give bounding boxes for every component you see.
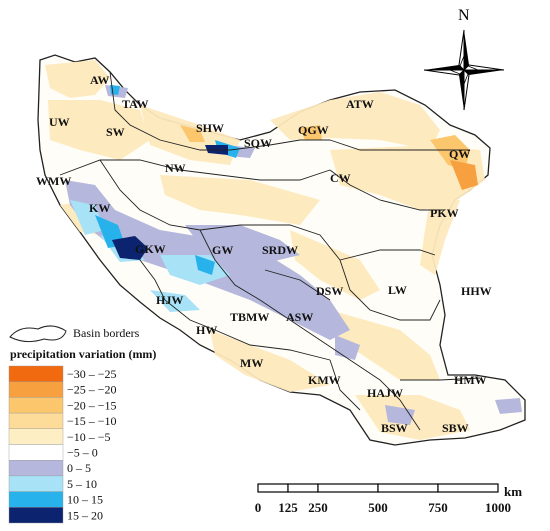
basin-label-hhw: HHW (461, 284, 492, 298)
basin-label-hajw: HAJW (367, 386, 403, 400)
basin-label-kw: KW (89, 201, 110, 215)
legend-item-label: −10 – −5 (67, 430, 111, 444)
legend-item-label: 0 – 5 (67, 461, 91, 475)
basin-label-mw: MW (240, 356, 263, 370)
basin-label-hw: HW (196, 323, 217, 337)
scale-segment (287, 483, 319, 493)
legend-swatch (8, 444, 64, 461)
basin-label-dsw: DSW (316, 284, 343, 298)
basin-label-hmw: HMW (454, 373, 487, 387)
basin-label-bsw: BSW (381, 421, 408, 435)
basin-label-nw: NW (165, 161, 186, 175)
basin-label-taw: TAW (122, 97, 148, 111)
legend-swatch (8, 507, 64, 524)
basin-label-sqw: SQW (244, 136, 272, 150)
basin-label-atw: ATW (346, 97, 374, 111)
basin-label-sw: SW (106, 125, 125, 139)
scale-tick-label: 500 (368, 500, 388, 515)
basin-label-uw: UW (49, 115, 70, 129)
basin-border-symbol-icon (9, 325, 67, 343)
basin-label-cw: CW (330, 171, 351, 185)
scale-tick-label: 125 (278, 500, 298, 515)
legend-item-label: −30 – −25 (67, 367, 117, 381)
legend-item-label: 15 – 20 (67, 508, 103, 522)
basin-label-hjw: HJW (156, 293, 183, 307)
legend-swatch (8, 381, 64, 398)
basin-label-shw: SHW (196, 121, 224, 135)
basin-label-qgw: QGW (298, 123, 329, 137)
legend-swatch (8, 491, 64, 508)
basin-label-gkw: GKW (135, 242, 166, 256)
legend: Basin borders precipitation variation (m… (8, 325, 156, 524)
basin-label-aw: AW (90, 73, 109, 87)
scale-unit: km (504, 484, 522, 499)
north-arrow-icon: N (423, 7, 505, 111)
scale-segment (317, 483, 379, 493)
legend-title: precipitation variation (mm) (10, 347, 156, 361)
strong-negative-areas (180, 125, 478, 190)
negative-variation-areas (45, 60, 485, 440)
basin-label-wmw: WMW (36, 174, 71, 188)
scale-bar: 0 125 250 500 750 1000 km (255, 483, 522, 515)
basin-label-tbmw: TBMW (230, 310, 269, 324)
legend-swatch (8, 397, 64, 414)
legend-item-label: −25 – −20 (67, 383, 117, 397)
legend-item-label: −20 – −15 (67, 398, 117, 412)
legend-basin-borders-label: Basin borders (73, 326, 140, 340)
basin-label-pkw: PKW (430, 206, 459, 220)
legend-item-label: 10 – 15 (67, 493, 103, 507)
basin-label-asw: ASW (286, 310, 313, 324)
basin-label-qw: QW (449, 147, 470, 161)
legend-swatch (8, 460, 64, 477)
scale-tick-label: 1000 (485, 500, 511, 515)
legend-swatch (8, 412, 64, 430)
legend-item-label: −15 – −10 (67, 414, 117, 428)
legend-swatch (8, 365, 64, 382)
scale-segment (437, 483, 499, 493)
basin-label-srdw: SRDW (262, 243, 298, 257)
scale-segment (377, 483, 439, 493)
scale-tick-label: 250 (308, 500, 328, 515)
legend-item-label: −5 – 0 (67, 446, 98, 460)
north-label: N (458, 7, 470, 24)
scale-segment (257, 483, 289, 493)
legend-swatch (8, 428, 64, 445)
basin-label-gw: GW (212, 243, 233, 257)
basin-label-sbw: SBW (442, 421, 469, 435)
legend-item-label: 5 – 10 (67, 477, 97, 491)
basin-borders (59, 71, 481, 431)
basin-label-lw: LW (388, 283, 407, 297)
basin-labels: AW TAW UW SW SHW ATW QGW SQW QW NW CW WM… (36, 73, 492, 435)
basin-label-kmw: KMW (308, 373, 341, 387)
scale-tick-label: 0 (255, 500, 262, 515)
scale-tick-label: 750 (428, 500, 448, 515)
legend-swatch (8, 475, 64, 492)
legend-items: −30 – −25 −25 – −20−20 – −15 −15 – −10 −10 … (8, 365, 117, 524)
